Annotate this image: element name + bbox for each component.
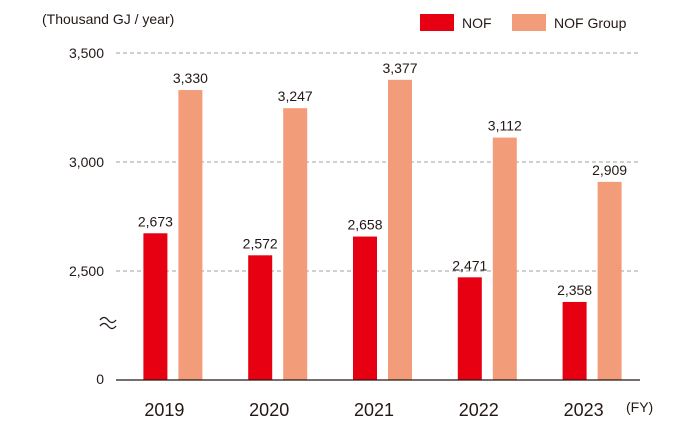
legend-label-nof: NOF	[462, 15, 492, 31]
bar-nof-group-2022	[492, 137, 517, 380]
legend-swatch-nof	[420, 14, 454, 31]
x-axis-unit-label: (FY)	[626, 399, 653, 415]
legend-label-nof-group: NOF Group	[554, 15, 627, 31]
bar-nof-2022	[457, 277, 482, 380]
axis-break-wave	[99, 316, 117, 324]
data-label: 3,247	[278, 88, 313, 104]
bar-nof-2020	[248, 255, 273, 380]
bars	[143, 79, 622, 381]
data-label: 2,673	[138, 213, 173, 229]
axes: 2,500 3,000 3,500 2019 2020 2021 2022 2023	[69, 45, 640, 420]
data-label: 2,658	[347, 217, 382, 233]
y-axis-unit-label: (Thousand GJ / year)	[42, 11, 174, 27]
data-label: 2,358	[557, 282, 592, 298]
axis-break-icon	[99, 316, 117, 330]
x-tick-label: 2021	[354, 400, 394, 420]
x-tick-label: 2022	[459, 400, 499, 420]
bar-nof-group-2020	[283, 108, 308, 381]
y-tick-label: 3,500	[69, 45, 104, 61]
data-label: 2,471	[452, 257, 487, 273]
bar-nof-2023	[562, 301, 587, 380]
data-label: 3,330	[173, 70, 208, 86]
legend: NOF NOF Group	[420, 14, 627, 31]
y-tick-label: 2,500	[69, 263, 104, 279]
data-label: 3,377	[382, 60, 417, 76]
data-label: 2,572	[243, 235, 278, 251]
data-label: 3,112	[488, 118, 522, 134]
bar-nof-2021	[353, 236, 377, 380]
axis-break-wave	[99, 322, 117, 330]
grid	[116, 52, 640, 272]
y-tick-label: 3,000	[69, 154, 104, 170]
bar-nof-group-2023	[597, 181, 622, 380]
data-label: 2,909	[592, 162, 627, 178]
bar-nof-group-2021	[388, 79, 412, 381]
x-tick-label: 2019	[144, 400, 184, 420]
y-baseline-label: 0	[96, 371, 104, 387]
bar-nof-2019	[143, 233, 168, 380]
x-tick-label: 2023	[564, 400, 604, 420]
x-tick-label: 2020	[249, 400, 289, 420]
value-labels: 2,673 3,330 2,572 3,247 2,658 3,377 2,471 3,112…	[138, 60, 627, 298]
bar-nof-group-2019	[178, 90, 203, 380]
legend-swatch-nof-group	[512, 14, 546, 31]
